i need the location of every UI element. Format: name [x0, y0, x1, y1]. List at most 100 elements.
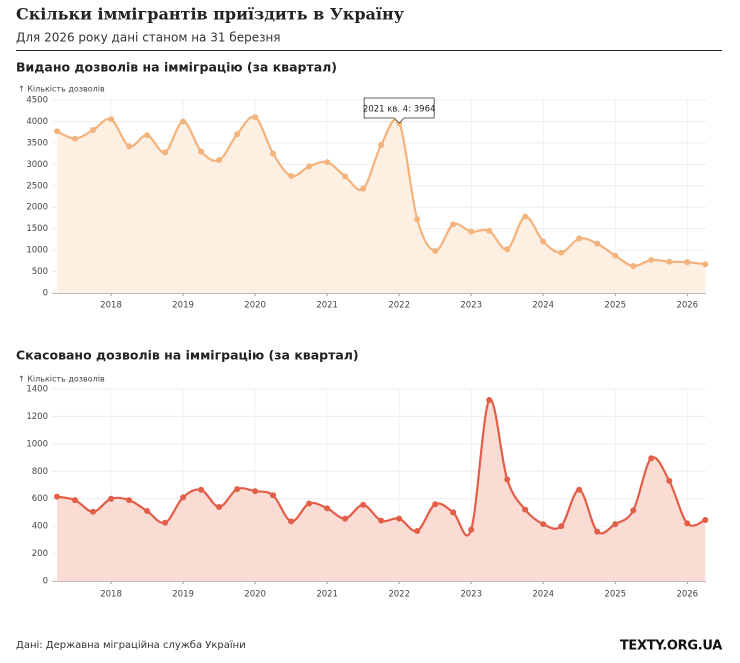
- x-tick-label: 2020: [244, 301, 266, 311]
- point: [414, 216, 421, 223]
- point: [540, 238, 547, 245]
- point: [576, 486, 583, 493]
- point: [72, 135, 79, 142]
- point: [360, 185, 367, 192]
- point: [252, 488, 259, 495]
- x-tick-label: 2023: [460, 590, 482, 600]
- y-tick-label: 1200: [26, 412, 48, 422]
- y-tick-label: 1500: [26, 224, 48, 234]
- point: [558, 523, 565, 530]
- point: [378, 142, 385, 149]
- page-subtitle: Для 2026 року дані станом на 31 березня: [16, 31, 281, 45]
- y-tick-label: 200: [32, 549, 48, 559]
- point: [648, 455, 655, 462]
- area: [57, 399, 706, 581]
- point: [324, 505, 331, 512]
- y-tick-label: 0: [43, 577, 48, 587]
- point: [432, 501, 439, 508]
- point: [234, 486, 241, 493]
- point: [126, 497, 133, 504]
- point: [666, 258, 673, 265]
- point: [216, 157, 223, 164]
- chart-title: Скасовано дозволів на імміграцію (за ква…: [16, 348, 359, 363]
- x-tick-label: 2024: [532, 301, 554, 311]
- y-tick-label: 3000: [26, 160, 48, 170]
- point: [198, 148, 205, 155]
- point: [90, 127, 97, 134]
- point: [90, 508, 97, 515]
- y-tick-label: 2500: [26, 181, 48, 191]
- point: [144, 132, 151, 139]
- point: [684, 259, 691, 266]
- tooltip-text: 2021 кв. 4: 3964: [363, 104, 436, 114]
- line: [56, 398, 706, 537]
- y-tick-label: 3500: [26, 138, 48, 148]
- x-tick-label: 2022: [388, 301, 410, 311]
- point: [558, 249, 565, 256]
- point: [324, 159, 331, 166]
- point: [630, 262, 637, 269]
- point: [108, 495, 115, 502]
- point: [504, 476, 511, 483]
- point: [450, 221, 457, 228]
- x-tick-label: 2019: [172, 301, 194, 311]
- point: [522, 506, 529, 513]
- point: [468, 228, 475, 235]
- point: [342, 515, 349, 522]
- point: [288, 518, 295, 525]
- point: [504, 246, 511, 253]
- y-axis-label: ↑ Кількість дозволів: [18, 85, 105, 94]
- point: [306, 500, 313, 507]
- point: [594, 528, 601, 535]
- x-tick-label: 2021: [316, 301, 338, 311]
- x-tick-label: 2022: [388, 590, 410, 600]
- point: [540, 521, 547, 528]
- x-tick-label: 2025: [604, 301, 626, 311]
- point: [180, 118, 187, 125]
- y-tick-label: 600: [32, 494, 48, 504]
- point: [432, 247, 439, 254]
- x-tick-label: 2021: [316, 590, 338, 600]
- point: [306, 163, 313, 170]
- y-tick-label: 0: [43, 289, 48, 299]
- point: [54, 493, 61, 500]
- x-tick-label: 2019: [172, 590, 194, 600]
- point: [360, 501, 367, 508]
- page-title: Скільки іммігрантів приїздить в Україну: [16, 5, 405, 24]
- x-tick-label: 2024: [532, 590, 554, 600]
- x-tick-label: 2025: [604, 590, 626, 600]
- point: [486, 227, 493, 234]
- point: [198, 486, 205, 493]
- point: [288, 172, 295, 179]
- source: Дані: Державна міграційна служба України: [16, 639, 246, 651]
- y-tick-label: 2000: [26, 203, 48, 213]
- point: [342, 173, 349, 180]
- point: [414, 527, 421, 534]
- logo: TEXTY.ORG.UA: [620, 639, 722, 654]
- point: [270, 150, 277, 157]
- point: [108, 116, 115, 123]
- point: [666, 477, 673, 484]
- point: [72, 497, 79, 504]
- chart-title: Видано дозволів на імміграцію (за кварта…: [16, 60, 337, 75]
- x-tick-label: 2026: [676, 590, 698, 600]
- point: [486, 396, 493, 403]
- point: [252, 114, 259, 121]
- point: [180, 494, 187, 501]
- point: [162, 519, 169, 526]
- point: [396, 515, 403, 522]
- y-tick-label: 500: [32, 267, 48, 277]
- point: [126, 143, 133, 150]
- x-tick-label: 2026: [676, 301, 698, 311]
- point: [594, 240, 601, 247]
- x-tick-label: 2020: [244, 590, 266, 600]
- point: [612, 521, 619, 528]
- y-tick-label: 1000: [26, 439, 48, 449]
- x-tick-label: 2018: [100, 590, 122, 600]
- y-tick-label: 1400: [26, 385, 48, 395]
- y-tick-label: 800: [32, 467, 48, 477]
- point: [684, 520, 691, 527]
- point: [54, 128, 61, 135]
